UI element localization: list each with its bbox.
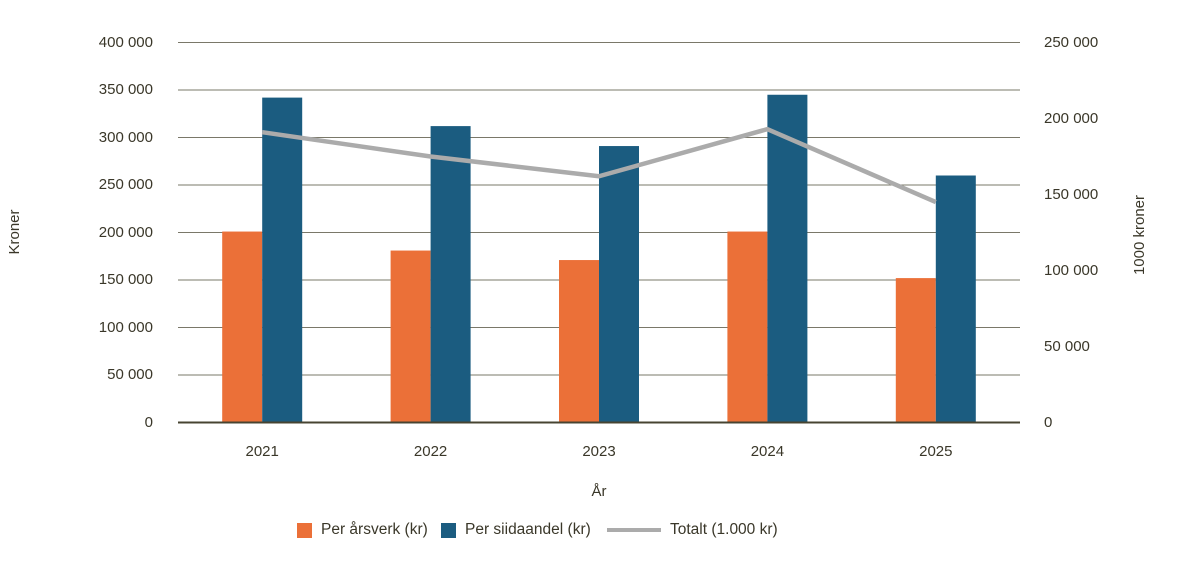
y-left-tick-label: 50 000 <box>107 366 153 383</box>
bar-per-siidaandel <box>430 126 471 423</box>
bar-per-siidaandel <box>767 94 808 423</box>
x-tick-label: 2021 <box>245 443 279 460</box>
bar-per-arsverk <box>390 250 431 423</box>
x-tick-label: 2025 <box>919 443 953 460</box>
y-right-tick-label: 50 000 <box>1044 337 1090 355</box>
y-left-tick-label: 200 000 <box>98 223 153 241</box>
bar-per-siidaandel <box>599 146 639 423</box>
y-axis-left-title: Kroner <box>6 209 23 255</box>
y-axis-right-title: 1000 kroner <box>1131 194 1148 276</box>
bar-per-arsverk <box>559 260 599 423</box>
bar-per-siidaandel <box>262 97 303 423</box>
y-right-tick-label: 250 000 <box>1044 33 1099 51</box>
y-right-tick-label: 150 000 <box>1044 185 1099 203</box>
y-left-tick-label: 0 <box>144 413 153 431</box>
y-left-tick-label: 100 000 <box>98 318 153 336</box>
bar-per-arsverk <box>895 278 936 423</box>
x-axis-title: År <box>591 483 607 500</box>
bar-per-siidaandel <box>935 175 976 423</box>
y-left-tick-label: 250 000 <box>98 176 153 193</box>
bar-per-arsverk <box>727 231 768 423</box>
y-right-tick-label: 100 000 <box>1044 261 1099 279</box>
y-right-tick-label: 200 000 <box>1044 109 1099 127</box>
y-left-tick-label: 350 000 <box>98 81 153 98</box>
total-line <box>261 126 937 205</box>
x-tick-label: 2024 <box>750 443 785 460</box>
x-tick-label: 2022 <box>413 443 448 460</box>
y-left-tick-label: 150 000 <box>98 271 153 288</box>
y-axis-right-tick-labels: 0 50 000 100 000 150 000 200 000 250 000 <box>1044 0 1174 568</box>
y-axis-left-tick-labels: 0 50 000 100 000 150 000 200 000 250 000 300 0… <box>40 0 153 568</box>
y-right-tick-label: 0 <box>1044 413 1053 431</box>
bar-per-arsverk <box>222 231 263 423</box>
y-left-tick-label: 300 000 <box>98 128 153 146</box>
x-tick-label: 2023 <box>582 443 616 460</box>
y-left-tick-label: 400 000 <box>98 33 153 51</box>
